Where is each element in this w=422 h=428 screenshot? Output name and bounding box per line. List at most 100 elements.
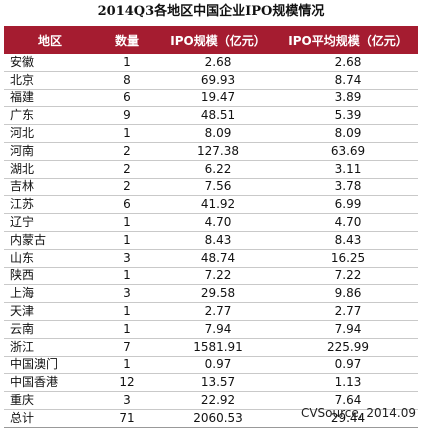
cell-count: 2 — [96, 178, 158, 197]
cell-ipo-average: 3.11 — [278, 160, 418, 179]
cell-ipo-average: 8.09 — [278, 124, 418, 143]
cell-region: 重庆 — [4, 391, 96, 410]
table-row: 内蒙古 1 8.43 8.43 — [4, 231, 418, 250]
cell-count: 1 — [96, 320, 158, 339]
cell-ipo-size: 127.38 — [158, 142, 278, 161]
cell-count: 6 — [96, 195, 158, 215]
cell-region: 江苏 — [4, 195, 96, 215]
cell-ipo-average: 2.68 — [278, 54, 418, 72]
cell-region: 浙江 — [4, 338, 96, 357]
cell-region: 上海 — [4, 284, 96, 304]
table-row: 北京 8 69.93 8.74 — [4, 71, 418, 90]
cell-ipo-size: 7.56 — [158, 178, 278, 197]
ipo-region-table: 地区 数量 IPO规模（亿元） IPO平均规模（亿元） 安徽 1 2.68 2.68 北… — [4, 26, 418, 428]
table-row: 山东 3 48.74 16.25 — [4, 249, 418, 268]
cell-ipo-average: 5.39 — [278, 106, 418, 126]
cell-ipo-size: 8.43 — [158, 231, 278, 250]
cell-region: 辽宁 — [4, 213, 96, 232]
cell-ipo-average: 7.94 — [278, 320, 418, 339]
cell-region: 总计 — [4, 409, 96, 428]
cell-ipo-size: 2.68 — [158, 54, 278, 72]
cell-region: 中国澳门 — [4, 356, 96, 375]
table-header-row: 地区 数量 IPO规模（亿元） IPO平均规模（亿元） — [4, 26, 418, 54]
cell-region: 广东 — [4, 106, 96, 126]
cell-ipo-average: 4.70 — [278, 213, 418, 232]
cell-region: 福建 — [4, 89, 96, 108]
cell-count: 1 — [96, 124, 158, 143]
cell-region: 内蒙古 — [4, 231, 96, 250]
table-row: 中国香港 12 13.57 1.13 — [4, 373, 418, 393]
cell-region: 吉林 — [4, 178, 96, 197]
table-row: 中国澳门 1 0.97 0.97 — [4, 356, 418, 375]
cell-ipo-size: 7.22 — [158, 267, 278, 286]
cell-ipo-size: 29.58 — [158, 284, 278, 304]
cell-region: 中国香港 — [4, 373, 96, 393]
table-row: 河北 1 8.09 8.09 — [4, 124, 418, 143]
cell-region: 湖北 — [4, 160, 96, 179]
table-row: 上海 3 29.58 9.86 — [4, 284, 418, 304]
table-row: 广东 9 48.51 5.39 — [4, 106, 418, 126]
cell-ipo-average: 7.64 — [278, 391, 418, 410]
cell-ipo-average: 3.89 — [278, 89, 418, 108]
cell-ipo-average: 63.69 — [278, 142, 418, 161]
table-body: 安徽 1 2.68 2.68 北京 8 69.93 8.74 福建 6 19.47 3.89 广东 9 48… — [4, 54, 418, 428]
cell-region: 安徽 — [4, 54, 96, 72]
cell-ipo-average: 3.78 — [278, 178, 418, 197]
cell-count: 3 — [96, 249, 158, 268]
cell-ipo-average: 225.99 — [278, 338, 418, 357]
cell-ipo-size: 8.09 — [158, 124, 278, 143]
table-row: 天津 1 2.77 2.77 — [4, 302, 418, 321]
cell-region: 山东 — [4, 249, 96, 268]
cell-ipo-size: 7.94 — [158, 320, 278, 339]
table-row: 河南 2 127.38 63.69 — [4, 142, 418, 161]
cell-region: 河北 — [4, 124, 96, 143]
cell-count: 1 — [96, 231, 158, 250]
table-row: 安徽 1 2.68 2.68 — [4, 54, 418, 72]
cell-ipo-size: 1581.91 — [158, 338, 278, 357]
column-header-count: 数量 — [96, 26, 158, 54]
cell-ipo-average: 8.74 — [278, 71, 418, 90]
column-header-region: 地区 — [4, 26, 96, 54]
cell-count: 12 — [96, 373, 158, 393]
cell-count: 1 — [96, 356, 158, 375]
cell-ipo-average: 16.25 — [278, 249, 418, 268]
table-row: 吉林 2 7.56 3.78 — [4, 178, 418, 197]
cell-ipo-average: 1.13 — [278, 373, 418, 393]
cell-ipo-size: 2.77 — [158, 302, 278, 321]
cell-ipo-average: 8.43 — [278, 231, 418, 250]
cell-ipo-size: 6.22 — [158, 160, 278, 179]
column-header-ipo-size: IPO规模（亿元） — [158, 26, 278, 54]
table-row: 重庆 3 22.92 7.64 — [4, 391, 418, 410]
source-note: CVSource, 2014.09 — [300, 406, 416, 420]
table-row: 湖北 2 6.22 3.11 — [4, 160, 418, 179]
cell-ipo-average: 0.97 — [278, 356, 418, 375]
table-title: 2014Q3各地区中国企业IPO规模情况 — [97, 4, 325, 19]
cell-count: 1 — [96, 267, 158, 286]
cell-ipo-size: 4.70 — [158, 213, 278, 232]
cell-ipo-size: 69.93 — [158, 71, 278, 90]
cell-count: 1 — [96, 213, 158, 232]
cell-count: 2 — [96, 142, 158, 161]
cell-region: 河南 — [4, 142, 96, 161]
cell-count: 3 — [96, 391, 158, 410]
cell-ipo-average: 9.86 — [278, 284, 418, 304]
cell-region: 云南 — [4, 320, 96, 339]
cell-count: 6 — [96, 89, 158, 108]
cell-count: 3 — [96, 284, 158, 304]
column-header-ipo-average: IPO平均规模（亿元） — [278, 26, 418, 54]
cell-ipo-size: 13.57 — [158, 373, 278, 393]
cell-count: 2 — [96, 160, 158, 179]
cell-ipo-average: 7.22 — [278, 267, 418, 286]
cell-count: 8 — [96, 71, 158, 90]
cell-region: 天津 — [4, 302, 96, 321]
cell-ipo-size: 48.51 — [158, 106, 278, 126]
table-row: 江苏 6 41.92 6.99 — [4, 195, 418, 215]
cell-ipo-average: 2.77 — [278, 302, 418, 321]
cell-count: 7 — [96, 338, 158, 357]
table-row: 浙江 7 1581.91 225.99 — [4, 338, 418, 357]
table-row: 福建 6 19.47 3.89 — [4, 89, 418, 108]
cell-region: 北京 — [4, 71, 96, 90]
cell-ipo-average: 6.99 — [278, 195, 418, 215]
cell-ipo-size: 19.47 — [158, 89, 278, 108]
cell-ipo-size: 48.74 — [158, 249, 278, 268]
